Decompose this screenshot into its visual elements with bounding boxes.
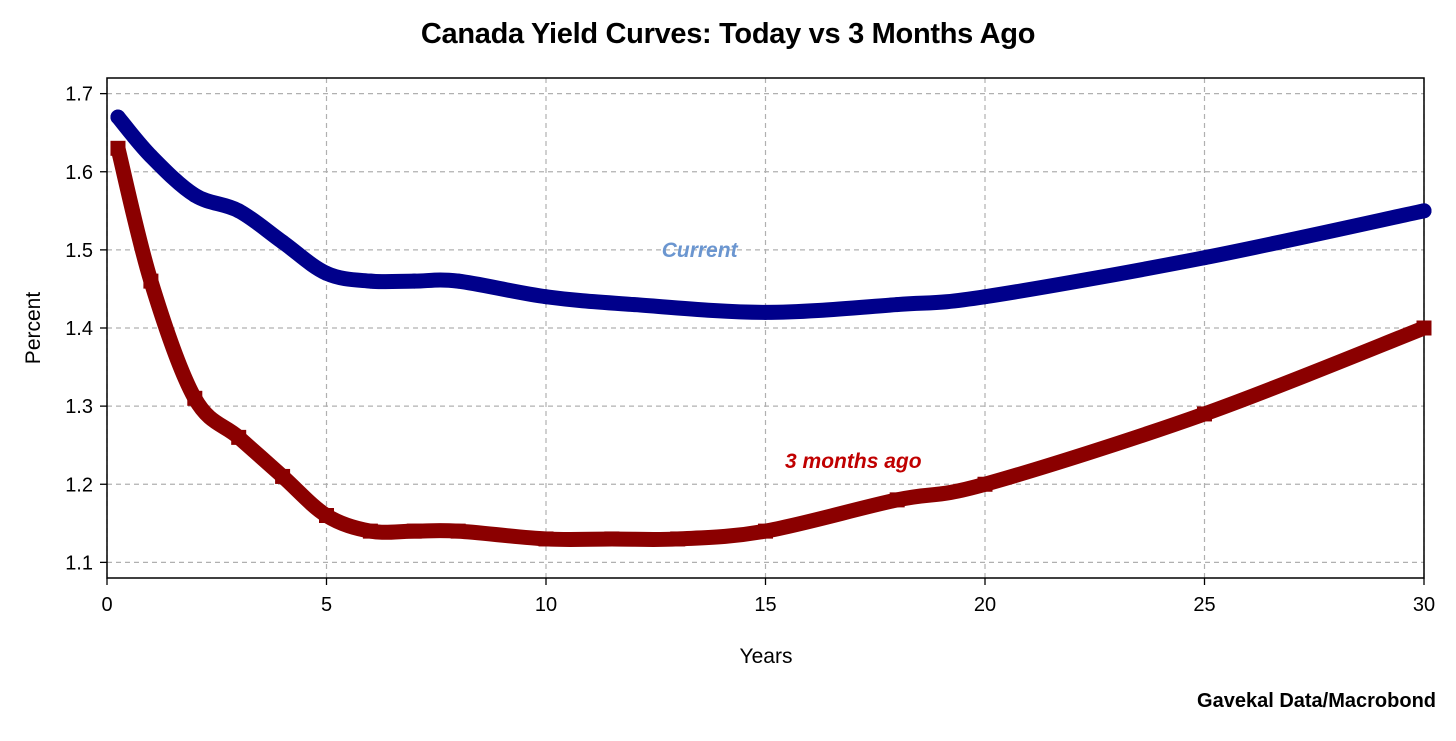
y-tick-label: 1.1 (65, 552, 93, 574)
annotation-layer: Current 3 months ago (662, 239, 922, 473)
grid-layer (106, 78, 1425, 578)
x-tick-label: 15 (754, 594, 776, 616)
series-current (110, 109, 1432, 320)
data-point (231, 429, 247, 445)
chart-title: Canada Yield Curves: Today vs 3 Months A… (420, 18, 1036, 50)
data-point (538, 289, 554, 305)
axis-ticks: 0 5 10 15 20 25 30 1.1 1.2 1.3 1.4 1.5 1.6 1.7 (65, 84, 1435, 616)
data-point (1197, 250, 1212, 266)
data-point (758, 523, 773, 539)
data-point (187, 187, 203, 203)
data-point (977, 476, 993, 492)
data-point (450, 523, 466, 539)
y-tick-label: 1.7 (65, 84, 93, 106)
data-point (319, 508, 334, 523)
y-tick-label: 1.5 (65, 240, 93, 262)
data-point (143, 273, 159, 289)
data-point (670, 531, 686, 547)
data-point (275, 468, 291, 484)
x-tick-label: 0 (101, 594, 112, 616)
data-point (187, 390, 203, 406)
series-line-current (110, 109, 1432, 320)
data-point (319, 265, 334, 281)
x-tick-label: 10 (535, 594, 557, 616)
data-point (889, 297, 905, 313)
x-axis-label: Years (740, 645, 793, 668)
data-point (143, 148, 159, 164)
annotation-current: Current (662, 239, 739, 262)
data-point (231, 203, 247, 219)
data-point (538, 531, 554, 547)
x-tick-label: 20 (974, 594, 996, 616)
data-point (406, 273, 422, 289)
data-point (1197, 406, 1212, 422)
y-axis-label: Percent (22, 292, 45, 365)
data-point (758, 304, 773, 320)
y-tick-label: 1.3 (65, 396, 93, 418)
data-point (604, 531, 620, 547)
annotation-3-months-ago: 3 months ago (785, 450, 922, 473)
data-point (977, 289, 993, 305)
x-tick-label: 30 (1413, 594, 1435, 616)
series-3-months-ago (110, 140, 1432, 548)
data-point (275, 234, 291, 250)
y-tick-label: 1.4 (65, 318, 93, 340)
data-point (1416, 320, 1432, 336)
y-tick-label: 1.6 (65, 162, 93, 184)
x-tick-label: 5 (321, 594, 332, 616)
y-tick-label: 1.2 (65, 474, 93, 496)
data-point (362, 273, 378, 289)
data-point (450, 273, 466, 289)
data-point (110, 109, 126, 125)
data-point (362, 523, 378, 539)
data-point (1416, 203, 1432, 219)
data-point (626, 297, 642, 313)
source-credit: Gavekal Data/Macrobond (1197, 690, 1436, 712)
data-point (110, 140, 126, 156)
series-line-3-months-ago (110, 146, 1427, 548)
data-point (889, 492, 905, 508)
series-layer (110, 109, 1432, 548)
x-tick-label: 25 (1193, 594, 1215, 616)
data-point (406, 523, 422, 539)
